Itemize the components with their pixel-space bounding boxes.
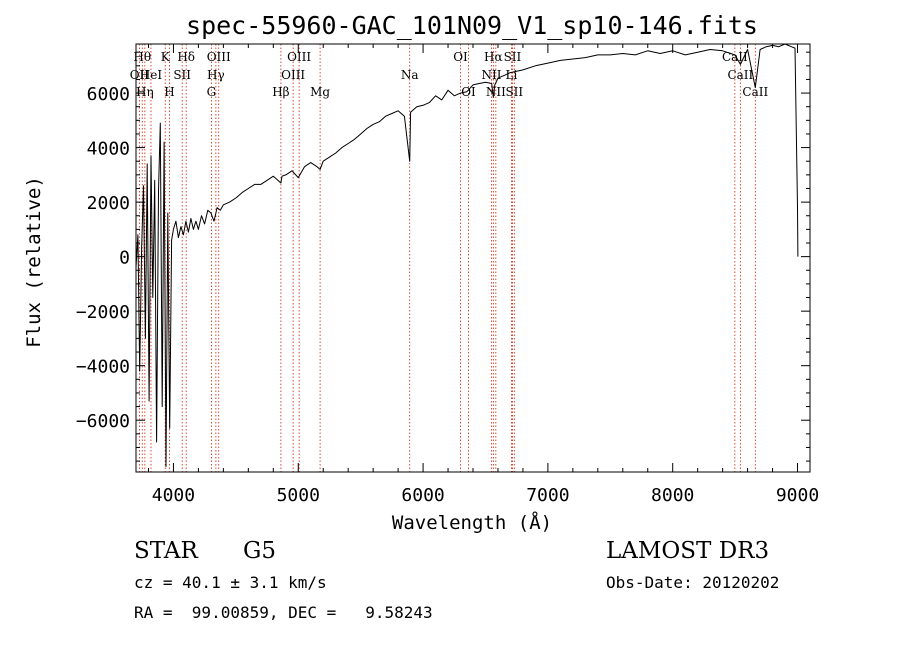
plot-frame xyxy=(135,43,811,473)
spectral-line-label: SII xyxy=(173,68,191,82)
survey-name: LAMOST DR3 xyxy=(606,538,770,564)
spectral-line-label: Hγ xyxy=(207,68,225,82)
spectral-line-label: OII xyxy=(130,68,150,82)
y-tick-label: 6000 xyxy=(87,84,130,105)
subclass: G5 xyxy=(243,538,277,564)
chart-title: spec-55960-GAC_101N09_V1_sp10-146.fits xyxy=(186,11,758,40)
spectral-line-label: SII xyxy=(504,50,522,64)
spectral-line-label: OI xyxy=(453,50,468,64)
spectral-line-label: H xyxy=(164,85,174,99)
spectrum-series-line xyxy=(135,43,799,467)
y-tick-label: −2000 xyxy=(76,302,130,323)
coordinates: RA = 99.00859, DEC = 9.58243 xyxy=(134,603,433,622)
spectral-line-label: Hβ xyxy=(272,85,289,99)
redshift-value: cz = 40.1 ± 3.1 km/s xyxy=(134,573,327,592)
object-type: STAR xyxy=(134,538,198,564)
spectral-line-label: Hη xyxy=(136,85,154,99)
x-tick-label: 9000 xyxy=(776,485,819,506)
x-axis: 4000 5000 6000 7000 8000 9000 xyxy=(147,44,819,506)
spectral-line-label: G xyxy=(207,85,217,99)
spectral-line-labels: OII Hθ Hη HeI K H SII Hδ G Hγ OIII Hβ OIII OIII Mg Na OI… xyxy=(130,50,769,99)
spectral-line-label: Li xyxy=(506,68,518,82)
spectral-line-label: NII xyxy=(486,85,506,99)
spectral-line-label: NII xyxy=(481,68,501,82)
spectral-line-label: SII xyxy=(505,85,523,99)
x-tick-label: 7000 xyxy=(526,485,569,506)
spectral-line-label: CaII xyxy=(727,68,753,82)
spectral-line-label: CaII xyxy=(742,85,768,99)
y-axis-label: Flux (relative) xyxy=(23,176,45,348)
y-tick-label: 2000 xyxy=(87,193,130,214)
spectral-line-label: Na xyxy=(401,68,419,82)
spectral-line-label: Hα xyxy=(484,50,503,64)
spectral-line-label: OI xyxy=(461,85,476,99)
spectral-line-label: Mg xyxy=(310,85,330,99)
spectral-line-label: HeI xyxy=(140,68,163,82)
x-tick-label: 4000 xyxy=(152,485,195,506)
spectral-line-markers xyxy=(138,44,756,472)
spectral-line-label: Hδ xyxy=(177,50,195,64)
y-tick-label: 0 xyxy=(119,248,130,269)
y-tick-label: −6000 xyxy=(76,411,130,432)
spectral-line-label: OIII xyxy=(281,68,305,82)
series-layer xyxy=(135,43,799,467)
spectral-line-label: OIII xyxy=(207,50,231,64)
spectral-line-label: Hθ xyxy=(133,50,151,64)
y-tick-label: 4000 xyxy=(87,139,130,160)
x-axis-label: Wavelength (Å) xyxy=(392,511,552,534)
spectral-line-label: K xyxy=(161,50,171,64)
x-tick-label: 8000 xyxy=(651,485,694,506)
spectral-line-label: CaII xyxy=(722,50,748,64)
x-tick-label: 5000 xyxy=(277,485,320,506)
x-tick-label: 6000 xyxy=(401,485,444,506)
y-tick-label: −4000 xyxy=(76,357,130,378)
obs-date: Obs-Date: 20120202 xyxy=(606,573,780,592)
spectral-line-label: OIII xyxy=(287,50,311,64)
y-axis: −6000 −4000 −2000 0 2000 4000 6000 xyxy=(76,51,810,462)
